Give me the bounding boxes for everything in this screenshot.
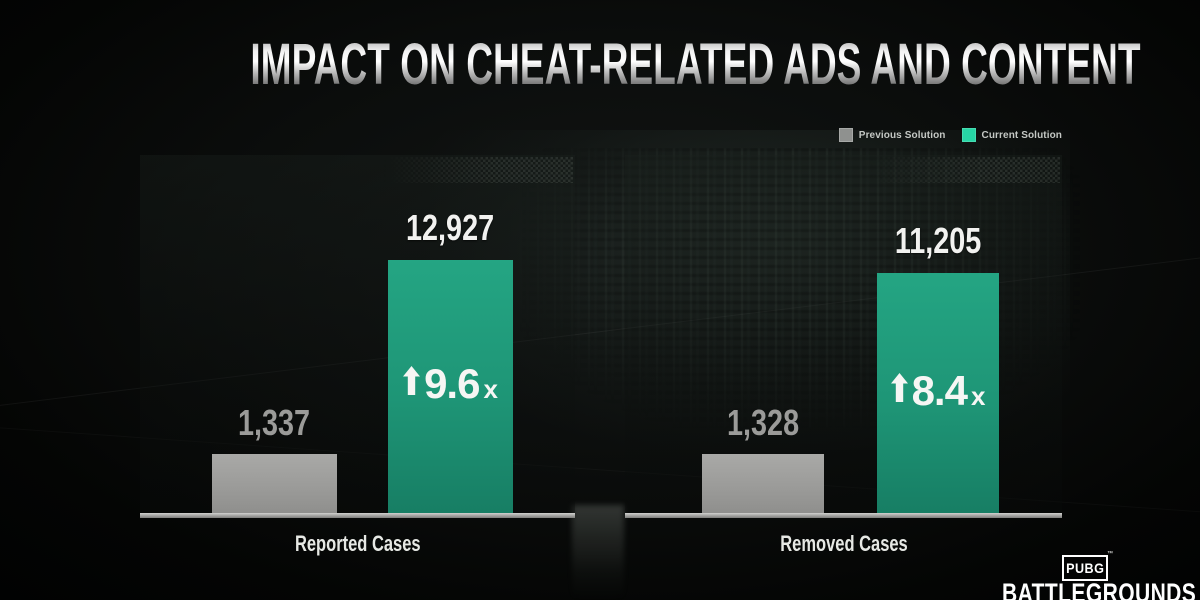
axis-baseline — [625, 513, 1062, 518]
multiplier-badge-reported: 9.6 x — [388, 363, 513, 405]
halftone-texture — [383, 157, 573, 183]
background-light-streak — [572, 505, 624, 600]
up-arrow-icon — [890, 373, 908, 402]
current-value-label-removed: 11,205 — [894, 220, 982, 261]
current-value-label-reported: 12,927 — [406, 207, 495, 248]
category-label-reported-cases: Reported Cases — [294, 531, 421, 556]
multiplier-value: 9.6 — [424, 360, 480, 407]
battlegrounds-wordmark: BATTLEGROUNDS — [1002, 578, 1197, 600]
bar-current-removed: 8.4 x — [877, 273, 999, 513]
chart-panel-removed-cases: 1,328 11,205 8.4 x — [625, 155, 1062, 518]
multiplier-value: 8.4 — [911, 367, 968, 414]
pubg-logo-badge: PUBG ™ — [1062, 551, 1113, 581]
previous-value-label-removed: 1,328 — [726, 402, 800, 443]
current-solution-swatch-icon — [961, 128, 976, 142]
multiplier-suffix: x — [483, 374, 498, 404]
chart-panel-reported-cases: 1,337 12,927 9.6 x — [140, 155, 575, 518]
halftone-texture — [870, 157, 1060, 183]
pubg-logo-text: PUBG — [1065, 560, 1105, 576]
legend-label: Current Solution — [981, 129, 1062, 141]
chart-legend: Previous Solution Current Solution — [838, 128, 1062, 142]
page-title: IMPACT ON CHEAT-RELATED ADS AND CONTENT — [0, 36, 1200, 94]
multiplier-badge-removed: 8.4 x — [877, 370, 999, 412]
page-title-text: IMPACT ON CHEAT-RELATED ADS AND CONTENT — [250, 32, 1141, 97]
legend-item-previous-solution: Previous Solution — [838, 128, 946, 142]
bar-previous-reported — [212, 454, 337, 513]
category-label-removed-cases: Removed Cases — [779, 531, 908, 556]
previous-value-label-reported: 1,337 — [238, 402, 311, 443]
bar-previous-removed — [702, 454, 824, 513]
legend-label: Previous Solution — [858, 129, 946, 141]
legend-item-current-solution: Current Solution — [961, 128, 1062, 142]
multiplier-suffix: x — [970, 381, 986, 411]
trademark-symbol: ™ — [1107, 551, 1113, 557]
up-arrow-icon — [403, 366, 421, 395]
axis-baseline — [140, 513, 575, 518]
bar-current-reported: 9.6 x — [388, 260, 513, 513]
previous-solution-swatch-icon — [838, 128, 853, 142]
